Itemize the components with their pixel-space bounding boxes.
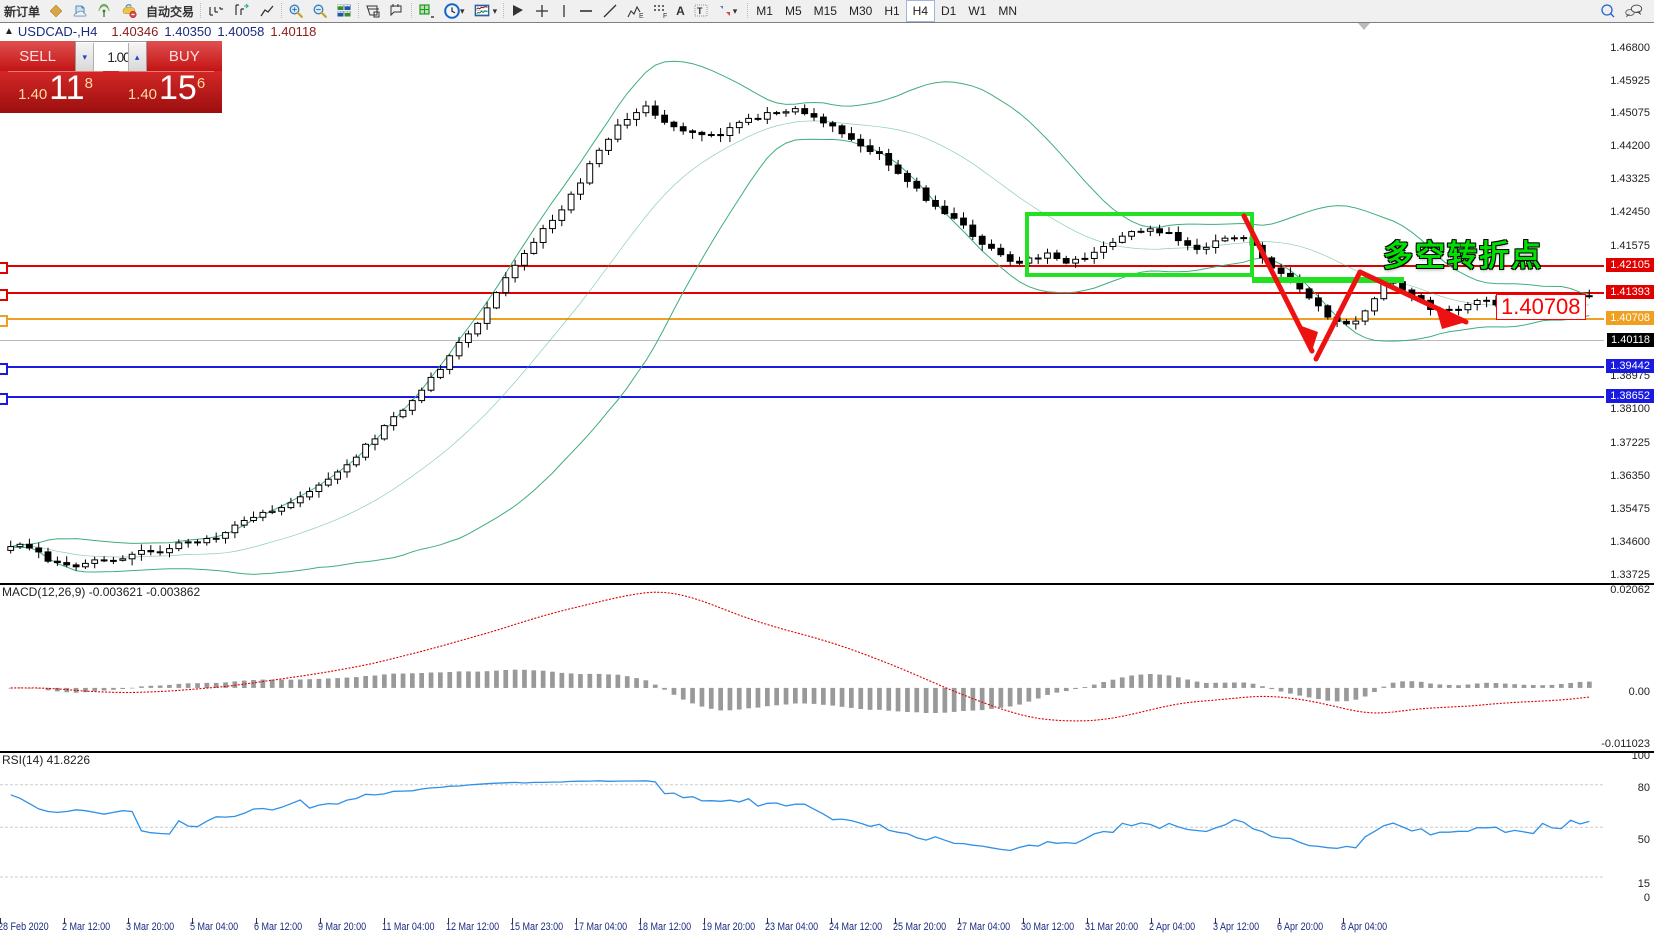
svg-text:F: F bbox=[663, 13, 667, 19]
svg-text:E: E bbox=[639, 13, 644, 19]
svg-text:T: T bbox=[697, 6, 703, 16]
